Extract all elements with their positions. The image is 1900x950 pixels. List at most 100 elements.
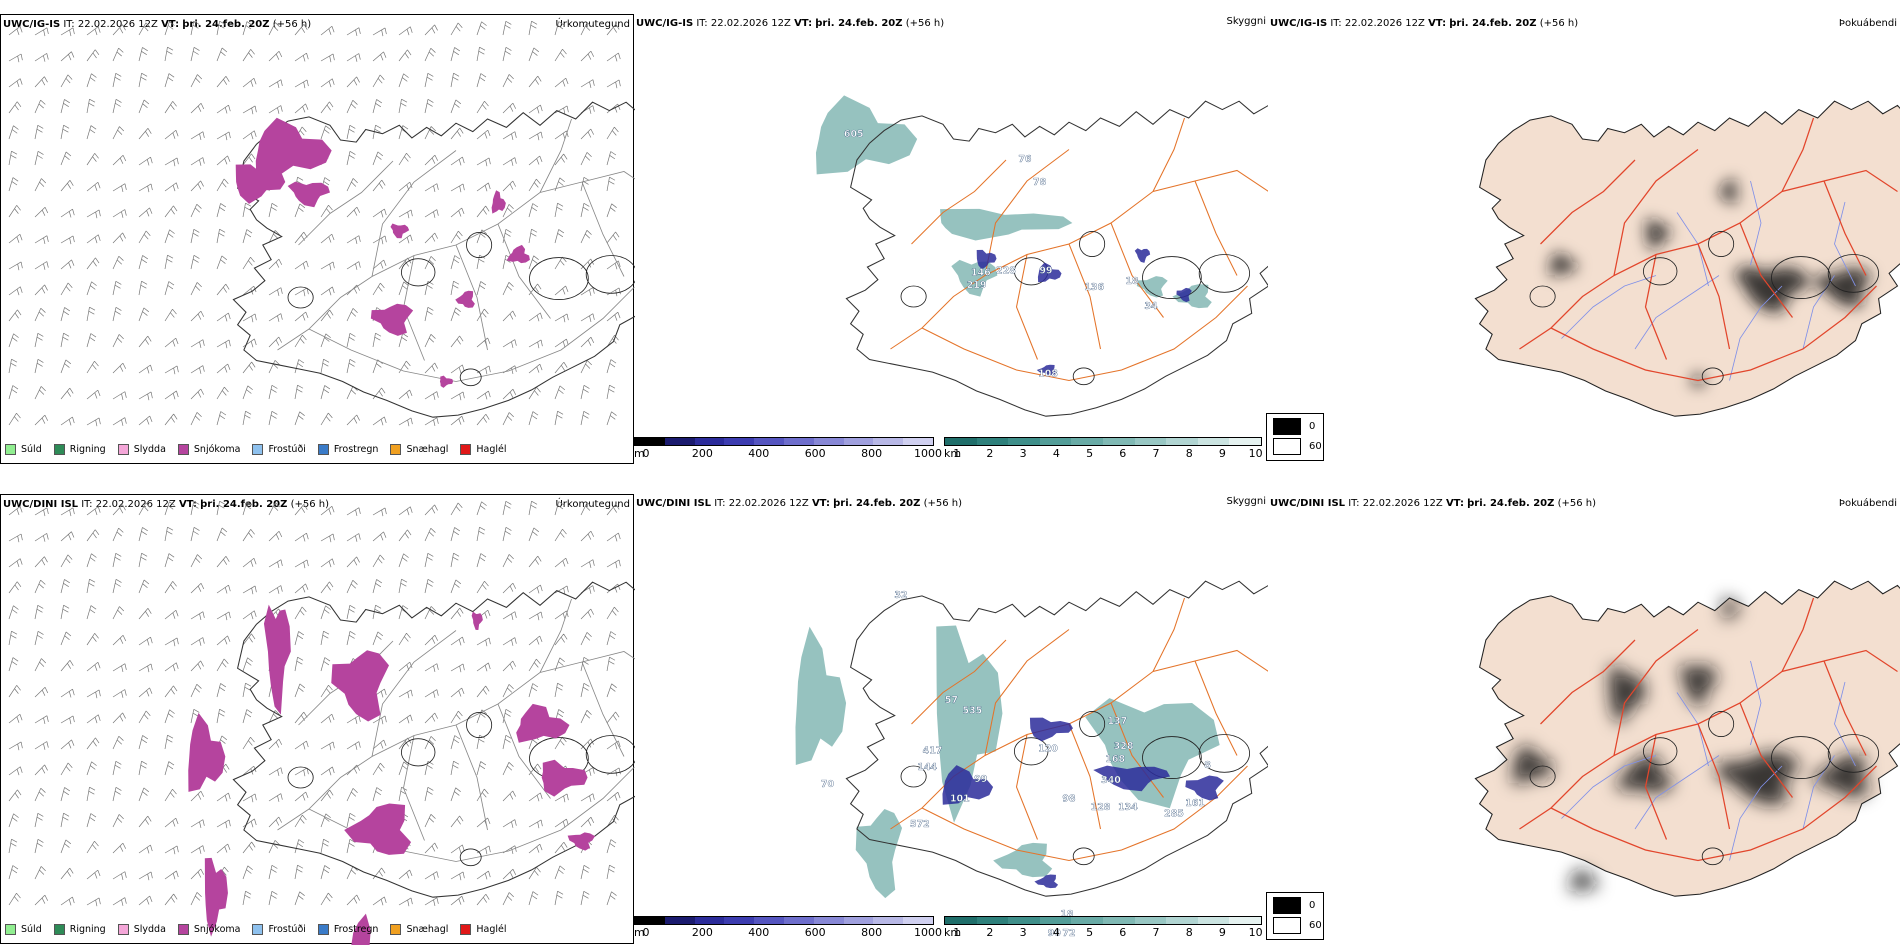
- wind-barb: [554, 361, 568, 374]
- wind-barb: [112, 552, 122, 568]
- colorbar-swatch: [694, 917, 725, 924]
- colorbar-tick: 5: [1086, 926, 1094, 939]
- visibility-areas: [815, 95, 1212, 309]
- wind-barb: [476, 100, 489, 114]
- wind-barb: [8, 865, 19, 880]
- wind-barb: [424, 606, 436, 620]
- wind-barb: [476, 21, 487, 36]
- wind-barb: [372, 416, 387, 426]
- wind-barb: [190, 611, 205, 621]
- wind-barb: [8, 838, 18, 854]
- wind-barb: [190, 388, 204, 400]
- wind-barb: [112, 689, 127, 698]
- wind-barb: [450, 815, 464, 828]
- snow-area: [567, 832, 596, 851]
- wind-barb: [216, 131, 231, 141]
- wind-barb: [190, 684, 202, 698]
- lead-time: (+56 h): [272, 19, 312, 30]
- wind-barb: [216, 283, 230, 296]
- wind-barb: [294, 311, 309, 322]
- wind-barb: [294, 606, 307, 620]
- wind-barb: [60, 787, 71, 802]
- wind-barb: [268, 360, 280, 374]
- legend-swatch: [117, 924, 129, 935]
- wind-barb: [138, 787, 150, 802]
- wind-barb: [502, 611, 517, 620]
- wind-barb: [398, 689, 413, 699]
- wind-barb: [502, 684, 514, 698]
- wind-barb: [112, 232, 126, 244]
- wind-barb: [580, 22, 592, 36]
- model-name: UWC/IG-IS: [1270, 18, 1328, 29]
- wind-barb: [8, 150, 18, 166]
- wind-barb: [268, 287, 283, 296]
- snow-areas: [235, 117, 530, 388]
- wind-barb: [86, 605, 97, 620]
- wind-barb: [606, 559, 621, 569]
- fog-low-swatch: [1273, 917, 1301, 934]
- wind-barb: [320, 286, 335, 296]
- wind-barb: [554, 501, 565, 516]
- wind-barb: [398, 49, 412, 62]
- fog-legend-high: 0: [1273, 418, 1315, 435]
- wind-barb: [398, 417, 413, 427]
- wind-barb: [502, 868, 517, 880]
- wind-barb: [86, 26, 101, 36]
- colorbar-swatch: [754, 438, 784, 445]
- wind-barb: [450, 47, 461, 62]
- wind-barb: [190, 412, 202, 426]
- wind-barb: [450, 844, 465, 854]
- ceiling-label: 219: [967, 280, 987, 291]
- visibility-area: [815, 95, 918, 175]
- wind-barb: [86, 333, 97, 348]
- wind-barb: [34, 839, 44, 854]
- wind-barb: [320, 766, 335, 776]
- wind-barb: [294, 359, 305, 374]
- panel-parameter: Skyggni: [1226, 16, 1266, 27]
- wind-barb: [138, 663, 153, 673]
- wind-barb: [216, 411, 227, 426]
- legend-swatch: [177, 444, 189, 455]
- it-value: 22.02.2026 12Z: [1344, 18, 1425, 29]
- wind-barb: [554, 130, 569, 140]
- wind-barb: [294, 231, 308, 244]
- wind-barb: [320, 358, 330, 374]
- wind-barb: [8, 385, 19, 400]
- legend-swatch: [252, 444, 264, 455]
- wind-barb: [346, 261, 361, 270]
- colorbar-tick: 9: [1218, 447, 1226, 460]
- wind-barb: [450, 579, 462, 594]
- wind-barb: [216, 255, 228, 270]
- wind-barb: [190, 868, 204, 880]
- wind-barb: [554, 557, 569, 568]
- wind-barb: [86, 181, 101, 192]
- wind-barb: [242, 77, 257, 88]
- colorbar-swatch: [1102, 917, 1135, 924]
- wind-barb: [60, 27, 75, 37]
- fog-panel-2: UWC/DINI ISL IT: 22.02.2026 12Z VT: þri.…: [1268, 494, 1900, 944]
- wind-barb: [86, 125, 97, 140]
- wind-barb: [112, 663, 127, 673]
- wind-barb: [372, 867, 386, 880]
- wind-barb: [112, 307, 122, 322]
- ceiling-label: 76: [1018, 154, 1032, 165]
- wind-barb: [190, 365, 205, 374]
- colorbar-swatch: [843, 917, 874, 924]
- wind-barb: [138, 871, 153, 881]
- vt-value: þri. 24.feb. 20Z: [1449, 18, 1537, 29]
- wind-barb: [268, 502, 281, 516]
- wind-barb: [580, 710, 592, 724]
- wind-barb: [502, 500, 512, 516]
- colorbar-tick: 800: [861, 447, 883, 460]
- wind-barb: [502, 204, 514, 218]
- it-label: IT:: [1348, 498, 1360, 509]
- wind-barb: [242, 361, 256, 374]
- wind-barb: [112, 417, 127, 426]
- colorbar-swatch: [783, 917, 814, 924]
- colorbar-tick: 800: [861, 926, 883, 939]
- wind-barb: [190, 660, 204, 672]
- legend-item: Súld: [5, 924, 42, 935]
- fog-area: [1718, 179, 1738, 204]
- wind-barb: [450, 99, 462, 114]
- wind-barb: [112, 126, 125, 140]
